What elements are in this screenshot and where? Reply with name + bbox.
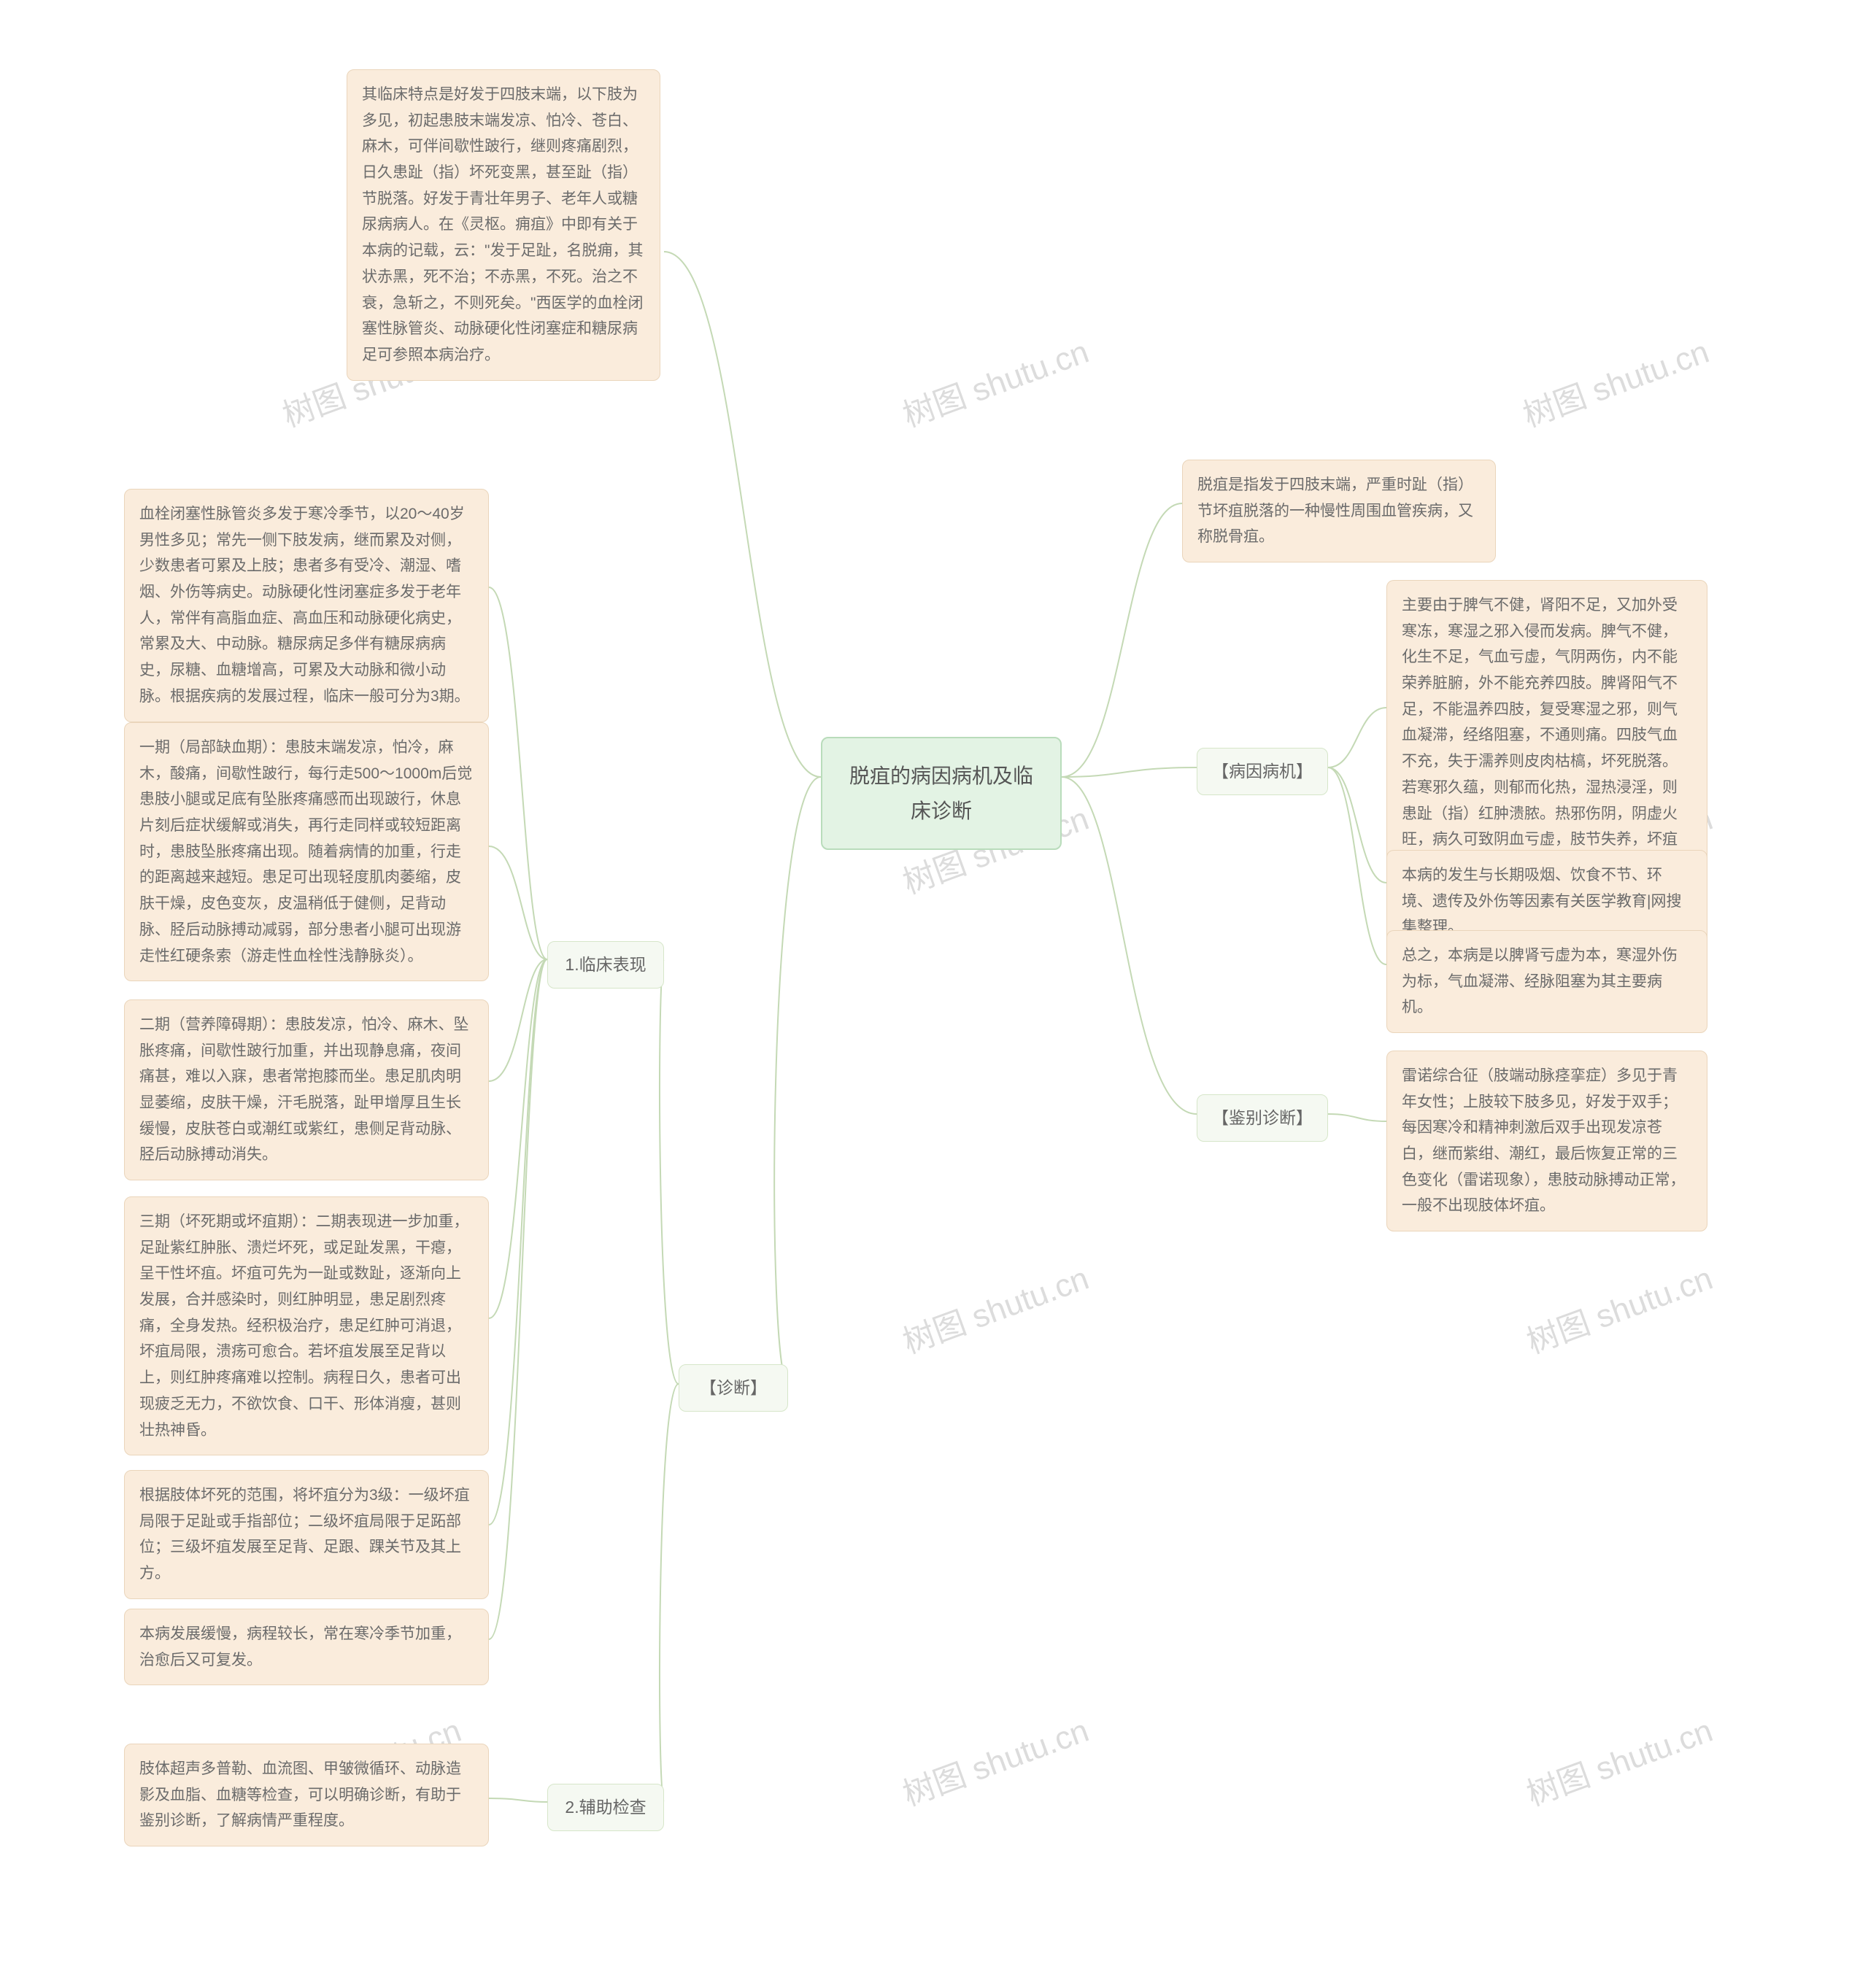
clinical-leaf-6: 本病发展缓慢，病程较长，常在寒冷季节加重，治愈后又可复发。 xyxy=(124,1609,489,1685)
clinical-leaf-4: 三期（坏死期或坏疽期）：二期表现进一步加重，足趾紫红肿胀、溃烂坏死，或足趾发黑，… xyxy=(124,1196,489,1455)
root-node: 脱疽的病因病机及临床诊断 xyxy=(821,737,1062,850)
clinical-branch: 1.临床表现 xyxy=(547,941,664,989)
definition-leaf: 脱疽是指发于四肢末端，严重时趾（指）节坏疽脱落的一种慢性周围血管疾病，又称脱骨疽… xyxy=(1182,460,1496,562)
etiology-branch: 【病因病机】 xyxy=(1197,748,1328,795)
aux-branch: 2.辅助检查 xyxy=(547,1784,664,1831)
clinical-leaf-5: 根据肢体坏死的范围，将坏疽分为3级：一级坏疽局限于足趾或手指部位；二级坏疽局限于… xyxy=(124,1470,489,1599)
clinical-leaf-2: 一期（局部缺血期）：患肢末端发凉，怕冷，麻木，酸痛，间歇性跛行，每行走500～1… xyxy=(124,722,489,981)
diagnosis-branch: 【诊断】 xyxy=(679,1364,788,1412)
clinical-leaf-1: 血栓闭塞性脉管炎多发于寒冷季节，以20～40岁男性多见；常先一侧下肢发病，继而累… xyxy=(124,489,489,722)
watermark: 树图 shutu.cn xyxy=(895,1704,1094,1814)
differential-leaf-1: 雷诺综合征（肢端动脉痉挛症）多见于青年女性；上肢较下肢多见，好发于双手；每因寒冷… xyxy=(1386,1051,1707,1231)
watermark: 树图 shutu.cn xyxy=(895,1252,1094,1362)
watermark: 树图 shutu.cn xyxy=(1519,1704,1718,1814)
etiology-leaf-3: 总之，本病是以脾肾亏虚为本，寒湿外伤为标，气血凝滞、经脉阻塞为其主要病机。 xyxy=(1386,930,1707,1033)
intro-leaf: 其临床特点是好发于四肢末端，以下肢为多见，初起患肢末端发凉、怕冷、苍白、麻木，可… xyxy=(347,69,660,381)
differential-branch: 【鉴别诊断】 xyxy=(1197,1094,1328,1142)
etiology-leaf-1: 主要由于脾气不健，肾阳不足，又加外受寒冻，寒湿之邪入侵而发病。脾气不健，化生不足… xyxy=(1386,580,1707,891)
watermark: 树图 shutu.cn xyxy=(895,325,1094,436)
watermark: 树图 shutu.cn xyxy=(1519,1252,1718,1362)
clinical-leaf-3: 二期（营养障碍期）：患肢发凉，怕冷、麻木、坠胀疼痛，间歇性跛行加重，并出现静息痛… xyxy=(124,999,489,1180)
watermark: 树图 shutu.cn xyxy=(1516,325,1714,436)
aux-leaf-1: 肢体超声多普勒、血流图、甲皱微循环、动脉造影及血脂、血糖等检查，可以明确诊断，有… xyxy=(124,1744,489,1846)
